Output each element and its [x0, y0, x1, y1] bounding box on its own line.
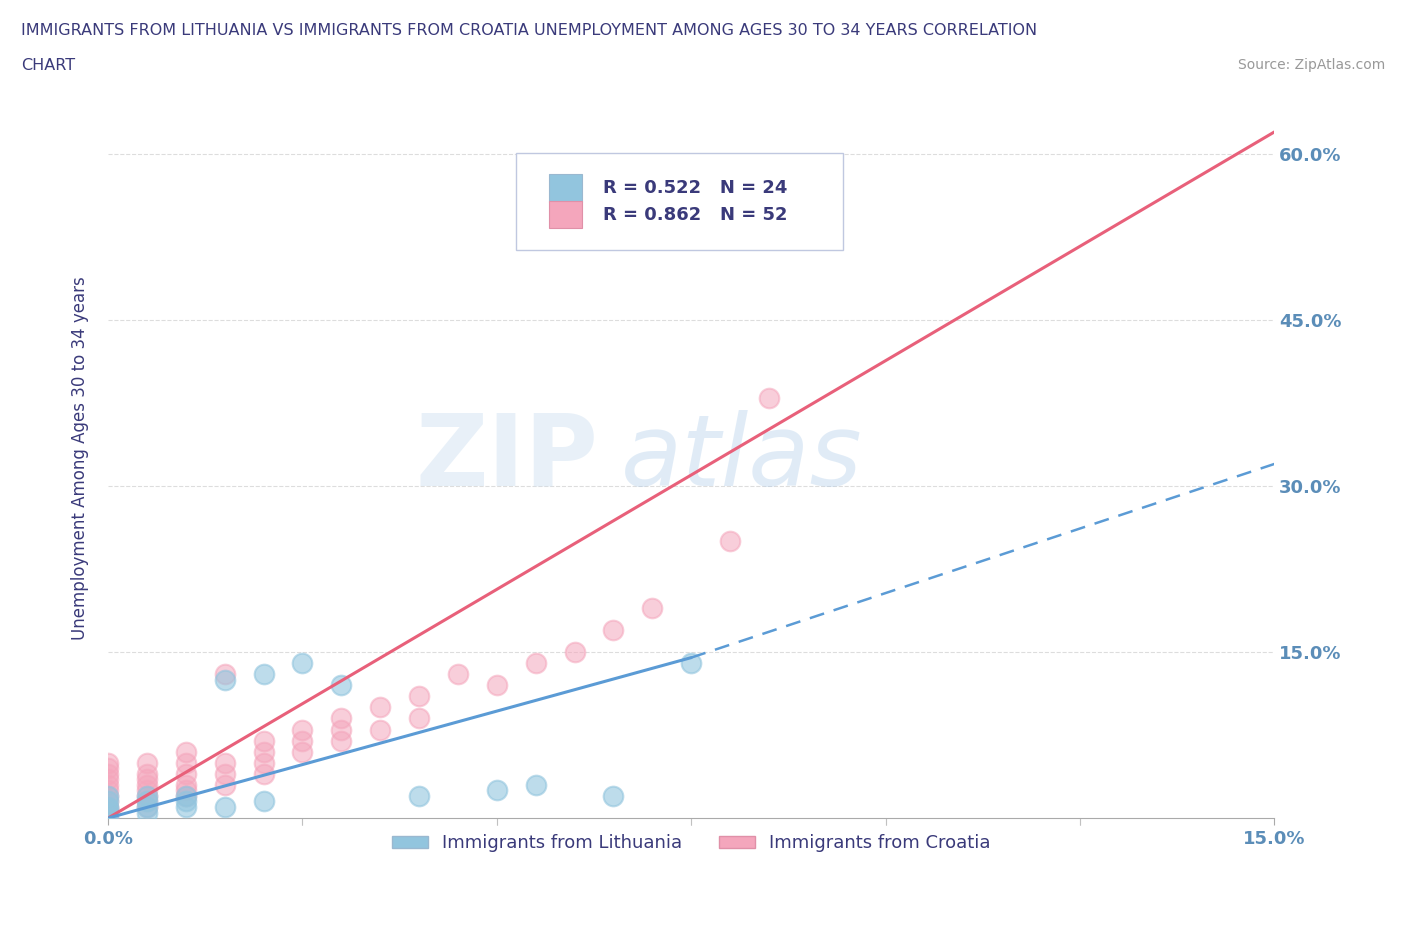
- Point: [97, 755, 120, 770]
- Point: [718, 534, 741, 549]
- Text: R = 0.862   N = 52: R = 0.862 N = 52: [603, 206, 787, 223]
- Point: [97, 761, 120, 776]
- Point: [291, 722, 314, 737]
- Point: [135, 800, 157, 815]
- Point: [252, 755, 274, 770]
- Point: [564, 644, 586, 659]
- Point: [97, 777, 120, 792]
- Point: [97, 794, 120, 809]
- Point: [214, 667, 236, 682]
- Point: [97, 805, 120, 820]
- Point: [97, 800, 120, 815]
- Point: [368, 722, 391, 737]
- Point: [135, 789, 157, 804]
- Point: [447, 667, 470, 682]
- Point: [408, 789, 430, 804]
- Point: [291, 656, 314, 671]
- Point: [524, 777, 547, 792]
- Point: [485, 678, 508, 693]
- Point: [135, 783, 157, 798]
- Point: [602, 622, 624, 637]
- Point: [97, 789, 120, 804]
- Point: [330, 733, 353, 748]
- Point: [330, 678, 353, 693]
- Point: [135, 794, 157, 809]
- Point: [174, 789, 197, 804]
- Text: IMMIGRANTS FROM LITHUANIA VS IMMIGRANTS FROM CROATIA UNEMPLOYMENT AMONG AGES 30 : IMMIGRANTS FROM LITHUANIA VS IMMIGRANTS …: [21, 23, 1038, 38]
- Point: [97, 794, 120, 809]
- Point: [97, 772, 120, 787]
- Point: [408, 689, 430, 704]
- Point: [485, 783, 508, 798]
- Point: [524, 656, 547, 671]
- Point: [135, 789, 157, 804]
- Bar: [548, 174, 582, 202]
- Point: [97, 811, 120, 826]
- Point: [97, 783, 120, 798]
- Point: [97, 766, 120, 781]
- Point: [97, 789, 120, 804]
- Point: [252, 794, 274, 809]
- Text: R = 0.522   N = 24: R = 0.522 N = 24: [603, 179, 787, 197]
- Point: [97, 802, 120, 817]
- Point: [174, 800, 197, 815]
- Point: [252, 667, 274, 682]
- Point: [174, 777, 197, 792]
- Point: [291, 733, 314, 748]
- Text: atlas: atlas: [621, 410, 863, 507]
- Point: [602, 789, 624, 804]
- Point: [252, 766, 274, 781]
- Point: [214, 800, 236, 815]
- Point: [252, 733, 274, 748]
- Point: [135, 755, 157, 770]
- Point: [252, 744, 274, 759]
- Text: Source: ZipAtlas.com: Source: ZipAtlas.com: [1237, 58, 1385, 72]
- FancyBboxPatch shape: [516, 153, 842, 250]
- Point: [758, 390, 780, 405]
- Point: [97, 800, 120, 815]
- Point: [174, 755, 197, 770]
- Point: [174, 744, 197, 759]
- Point: [135, 772, 157, 787]
- Point: [681, 656, 703, 671]
- Point: [214, 766, 236, 781]
- Point: [641, 601, 664, 616]
- Point: [135, 805, 157, 820]
- Point: [97, 805, 120, 820]
- Point: [174, 794, 197, 809]
- Point: [291, 744, 314, 759]
- Legend: Immigrants from Lithuania, Immigrants from Croatia: Immigrants from Lithuania, Immigrants fr…: [385, 827, 998, 859]
- Point: [214, 777, 236, 792]
- Point: [214, 755, 236, 770]
- Point: [408, 711, 430, 726]
- Text: CHART: CHART: [21, 58, 75, 73]
- Point: [97, 802, 120, 817]
- Point: [330, 711, 353, 726]
- Point: [135, 794, 157, 809]
- Bar: [548, 201, 582, 228]
- Point: [135, 777, 157, 792]
- Point: [330, 722, 353, 737]
- Point: [174, 783, 197, 798]
- Text: ZIP: ZIP: [415, 410, 598, 507]
- Point: [174, 789, 197, 804]
- Point: [97, 811, 120, 826]
- Point: [135, 766, 157, 781]
- Point: [214, 672, 236, 687]
- Point: [135, 800, 157, 815]
- Y-axis label: Unemployment Among Ages 30 to 34 years: Unemployment Among Ages 30 to 34 years: [72, 276, 89, 640]
- Point: [368, 700, 391, 715]
- Point: [174, 766, 197, 781]
